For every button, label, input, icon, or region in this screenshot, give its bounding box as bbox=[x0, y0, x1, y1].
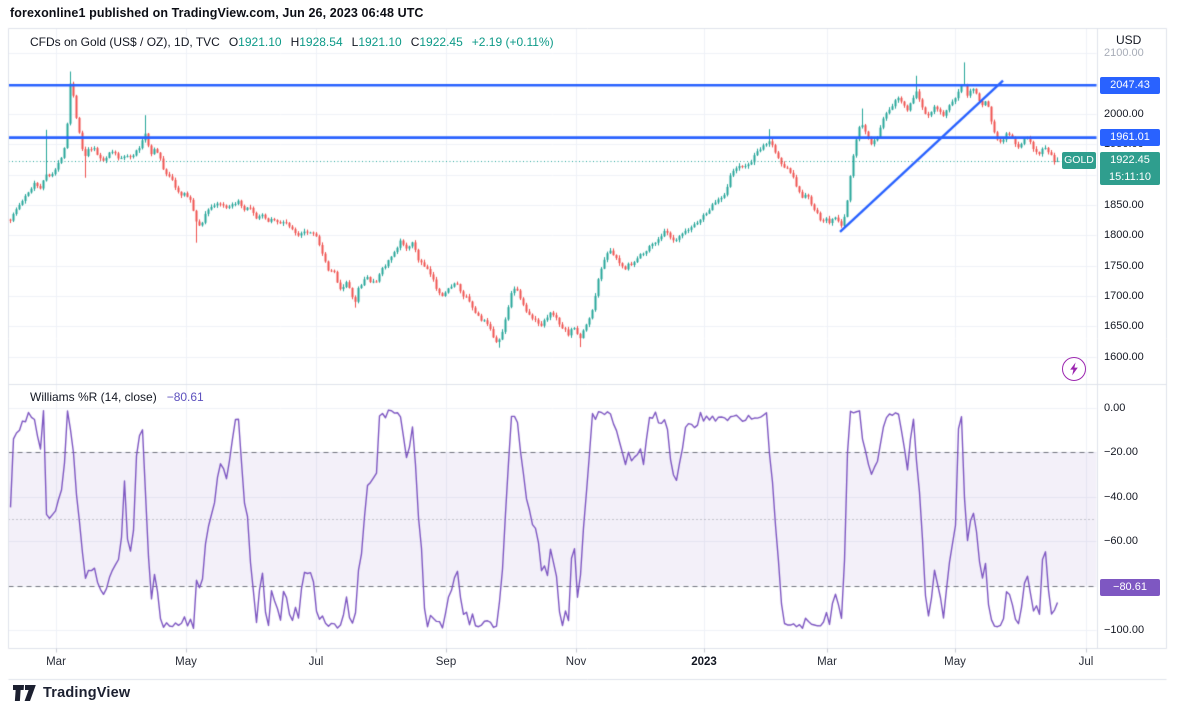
attribution-text: forexonline1 published on TradingView.co… bbox=[10, 6, 424, 20]
price-tick: 1750.00 bbox=[1104, 260, 1144, 272]
symbol-title: CFDs on Gold (US$ / OZ), 1D, TVC bbox=[30, 35, 220, 49]
tradingview-logo-icon bbox=[13, 685, 36, 701]
wr-tick: −40.00 bbox=[1104, 491, 1138, 503]
time-tick: Mar bbox=[817, 656, 837, 668]
last-price-badge: 1922.45 15:11:10 bbox=[1100, 152, 1160, 185]
last-price-value: 1922.45 bbox=[1110, 154, 1150, 166]
symbol-price-label: GOLD bbox=[1062, 152, 1096, 169]
price-tick: 1800.00 bbox=[1104, 229, 1144, 241]
ohlc-low: L1921.10 bbox=[351, 35, 402, 49]
lightning-icon bbox=[1070, 362, 1078, 376]
change-value: +2.19 (+0.11%) bbox=[471, 35, 554, 49]
flash-boost-button[interactable] bbox=[1062, 357, 1086, 381]
brand-name: TradingView bbox=[43, 685, 131, 701]
wr-tick: 0.00 bbox=[1104, 402, 1126, 414]
time-tick: Jul bbox=[308, 656, 324, 668]
indicator-title: Williams %R (14, close) bbox=[30, 390, 157, 404]
price-tick: 1700.00 bbox=[1104, 290, 1144, 302]
wr-tick: −100.00 bbox=[1104, 624, 1145, 636]
level-price-badge-lower: 1961.01 bbox=[1100, 129, 1160, 146]
indicator-value: −80.61 bbox=[166, 390, 204, 404]
wr-tick: −20.00 bbox=[1104, 446, 1138, 458]
price-tick: 1600.00 bbox=[1104, 351, 1144, 363]
ohlc-close: C1922.45 bbox=[410, 35, 463, 49]
bar-countdown: 15:11:10 bbox=[1108, 170, 1151, 183]
time-tick: Sep bbox=[435, 656, 457, 668]
price-tick: 2100.00 bbox=[1104, 47, 1144, 59]
indicator-legend[interactable]: Williams %R (14, close) −80.61 bbox=[30, 390, 204, 404]
price-tick: 1850.00 bbox=[1104, 199, 1144, 211]
footer-brand[interactable]: TradingView bbox=[13, 685, 130, 701]
time-tick: May bbox=[944, 656, 966, 668]
time-tick: Mar bbox=[46, 656, 66, 668]
wr-tick: −60.00 bbox=[1104, 535, 1138, 547]
main-chart-legend[interactable]: CFDs on Gold (US$ / OZ), 1D, TVC O1921.1… bbox=[30, 35, 554, 49]
price-tick: 1650.00 bbox=[1104, 320, 1144, 332]
time-tick: May bbox=[175, 656, 197, 668]
price-tick: 2000.00 bbox=[1104, 108, 1144, 120]
time-tick: Nov bbox=[565, 656, 587, 668]
axis-currency-label: USD bbox=[1116, 33, 1142, 47]
ohlc-high: H1928.54 bbox=[290, 35, 343, 49]
time-tick: Jul bbox=[1078, 656, 1094, 668]
ohlc-open: O1921.10 bbox=[228, 35, 282, 49]
indicator-value-badge: −80.61 bbox=[1100, 579, 1160, 596]
level-price-badge-upper: 2047.43 bbox=[1100, 77, 1160, 94]
time-tick-year: 2023 bbox=[691, 656, 717, 668]
